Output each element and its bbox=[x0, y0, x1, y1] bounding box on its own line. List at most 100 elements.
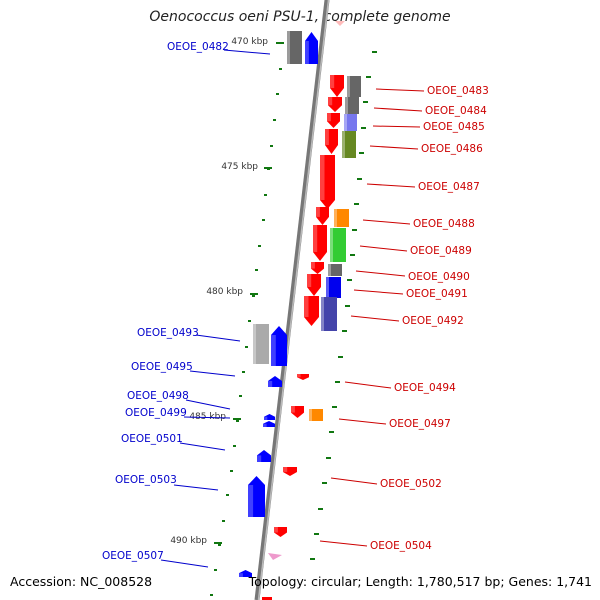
scale-tick bbox=[250, 293, 258, 295]
gene-arrow bbox=[291, 406, 304, 418]
gene-arrow bbox=[304, 296, 319, 326]
label-leader bbox=[359, 245, 408, 252]
gene-arrow bbox=[328, 97, 342, 112]
gene-arrow-shine bbox=[311, 262, 315, 269]
gene-oeoe_0489 bbox=[313, 225, 346, 262]
gene-arrow bbox=[311, 262, 324, 274]
gene-oeoe_0493 bbox=[253, 324, 287, 366]
gene-label: OEOE_0492 bbox=[402, 315, 464, 327]
scale-tick bbox=[276, 42, 284, 44]
cog-box-shine bbox=[330, 228, 333, 262]
partial-gene-pink bbox=[268, 553, 282, 560]
label-leader bbox=[372, 125, 421, 128]
cog-box-shine bbox=[347, 76, 350, 97]
scale-label: 475 kbp bbox=[221, 162, 258, 172]
topology-text: Topology: circular; Length: 1,780,517 bp… bbox=[248, 574, 592, 589]
track-tick bbox=[279, 68, 282, 70]
gene-label: OEOE_0494 bbox=[394, 382, 456, 394]
accession-text: Accession: NC_008528 bbox=[10, 574, 153, 589]
label-leader bbox=[353, 289, 404, 295]
cog-box-shine bbox=[328, 264, 331, 276]
label-leader bbox=[189, 370, 236, 377]
gene-arrow-shine bbox=[313, 225, 318, 252]
track-tick bbox=[233, 445, 236, 447]
gene-label: OEOE_0487 bbox=[418, 181, 480, 193]
label-leader bbox=[375, 88, 425, 92]
gene-arrow-shine bbox=[283, 467, 288, 472]
cog-box bbox=[287, 31, 302, 64]
track-tick bbox=[310, 558, 315, 560]
label-leader bbox=[179, 442, 226, 451]
gene-arrow-shine bbox=[263, 423, 267, 427]
track-tick bbox=[332, 406, 337, 408]
track-tick bbox=[239, 395, 242, 397]
gene-arrow-shine bbox=[291, 406, 295, 413]
gene-arrow-shine bbox=[264, 416, 268, 420]
track-tick bbox=[342, 330, 347, 332]
track-tick bbox=[350, 254, 355, 256]
gene-arrow-shine bbox=[325, 129, 329, 145]
gene-arrow bbox=[274, 527, 287, 537]
gene-arrow bbox=[257, 450, 271, 462]
cog-box bbox=[334, 209, 349, 227]
track-tick bbox=[210, 594, 213, 596]
gene-arrow-shine bbox=[330, 75, 335, 88]
partial-gene-bottom bbox=[262, 597, 272, 600]
label-leader bbox=[362, 219, 411, 225]
track-tick bbox=[226, 494, 229, 496]
label-leader bbox=[338, 418, 387, 425]
gene-label: OEOE_0486 bbox=[421, 143, 483, 155]
track-tick bbox=[270, 145, 273, 147]
cog-box bbox=[253, 324, 269, 364]
track-tick bbox=[318, 508, 323, 510]
partial-gene-top bbox=[335, 21, 345, 26]
scale-label: 480 kbp bbox=[206, 287, 243, 297]
gene-arrow-shine bbox=[320, 155, 325, 200]
track-tick bbox=[335, 381, 340, 383]
gene-label: OEOE_0485 bbox=[423, 121, 485, 133]
track-tick bbox=[222, 520, 225, 522]
track-tick bbox=[329, 431, 334, 433]
gene-oeoe_0485 bbox=[327, 113, 357, 131]
gene-label: OEOE_0498 bbox=[127, 390, 189, 402]
gene-oeoe_0490 bbox=[311, 262, 342, 276]
gene-arrow bbox=[313, 225, 327, 261]
gene-oeoe_0487 bbox=[320, 155, 335, 209]
scale-label: 490 kbp bbox=[170, 536, 207, 546]
label-leader bbox=[173, 484, 219, 491]
gene-arrow bbox=[320, 155, 335, 209]
gene-oeoe_0492 bbox=[304, 296, 337, 331]
gene-arrow bbox=[325, 129, 338, 154]
gene-arrow bbox=[297, 374, 309, 380]
scale-tick bbox=[214, 542, 222, 544]
cog-box-shine bbox=[309, 409, 312, 421]
cog-box-shine bbox=[287, 31, 290, 64]
gene-arrow bbox=[305, 32, 318, 64]
cog-box-shine bbox=[321, 297, 324, 331]
gene-label: OEOE_0493 bbox=[137, 327, 199, 339]
label-leader bbox=[330, 477, 378, 485]
gene-label: OEOE_0507 bbox=[102, 550, 164, 562]
label-leader bbox=[366, 183, 416, 188]
gene-arrow-shine bbox=[327, 113, 331, 122]
genome-backbone bbox=[254, 0, 330, 600]
gene-label: OEOE_0483 bbox=[427, 85, 489, 97]
track-tick bbox=[352, 229, 357, 231]
cog-box bbox=[347, 76, 361, 97]
cog-box bbox=[344, 114, 357, 131]
track-tick bbox=[363, 101, 368, 103]
gene-label: OEOE_0497 bbox=[389, 418, 451, 430]
gene-arrow bbox=[330, 75, 344, 97]
gene-oeoe_0484 bbox=[328, 97, 359, 114]
gene-arrow-shine bbox=[248, 485, 254, 517]
cog-box-shine bbox=[253, 324, 256, 364]
cog-box bbox=[309, 409, 323, 421]
gene-arrow bbox=[264, 414, 275, 420]
track-tick bbox=[338, 356, 343, 358]
gene-arrow bbox=[271, 326, 287, 366]
label-leader bbox=[223, 49, 271, 55]
label-leader bbox=[160, 559, 209, 568]
track-tick bbox=[314, 533, 319, 535]
track-tick bbox=[366, 76, 371, 78]
